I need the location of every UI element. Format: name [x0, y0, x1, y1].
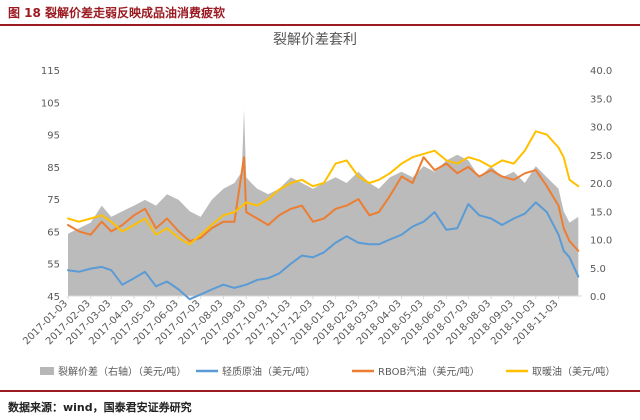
y-left-tick-label: 65	[47, 227, 60, 238]
y-right-tick-label: 5.0	[590, 264, 606, 275]
y-left-tick-label: 115	[41, 66, 60, 77]
y-right-tick-label: 35.0	[590, 94, 612, 105]
y-left-tick-label: 45	[47, 292, 60, 303]
y-left-tick-label: 95	[47, 131, 60, 142]
legend-label: RBOB汽油（美元/吨）	[378, 365, 480, 378]
legend-swatch	[40, 367, 54, 375]
figure-title: 图 18 裂解价差走弱反映成品油消费疲软	[8, 6, 226, 20]
chart-svg: 裂解价差套利 45 55 65 75 85 95 105 115 0.0 5.0 10.0 15.0 2…	[21, 32, 615, 378]
legend: 裂解价差（右轴）（美元/吨） 轻质原油（美元/吨） RBOB汽油（美元/吨） 取暖油（…	[40, 365, 615, 378]
figure-header: 图 18 裂解价差走弱反映成品油消费疲软	[0, 0, 640, 26]
y-right-tick-label: 0.0	[590, 292, 606, 303]
series-wti-line	[67, 201, 580, 301]
series-heating-oil-line	[67, 130, 580, 246]
y-left-tick-label: 85	[47, 163, 60, 174]
chart-title: 裂解价差套利	[273, 32, 357, 48]
legend-label: 轻质原油（美元/吨）	[222, 365, 315, 378]
y-left-tick-label: 105	[41, 98, 60, 109]
figure-footer: 数据来源：wind，国泰君安证券研究	[0, 390, 640, 420]
legend-label: 取暖油（美元/吨）	[532, 365, 615, 378]
y-right-tick-label: 40.0	[590, 66, 612, 77]
y-right-tick-label: 20.0	[590, 179, 612, 190]
series-rbob-line	[67, 156, 580, 252]
y-left-tick-label: 55	[47, 260, 60, 271]
y-right-tick-label: 10.0	[590, 236, 612, 247]
data-source: 数据来源：wind，国泰君安证券研究	[8, 401, 192, 414]
y-left-tick-label: 75	[47, 195, 60, 206]
legend-label: 裂解价差（右轴）（美元/吨）	[58, 365, 186, 378]
y-right-tick-label: 15.0	[590, 207, 612, 218]
spread-area-layer	[68, 109, 579, 296]
y-right-tick-label: 30.0	[590, 123, 612, 134]
y-right-tick-label: 25.0	[590, 151, 612, 162]
chart-area: 裂解价差套利 45 55 65 75 85 95 105 115 0.0 5.0 10.0 15.0 2…	[0, 26, 640, 390]
line-series-layer	[67, 130, 580, 301]
series-spread-area	[68, 109, 579, 296]
